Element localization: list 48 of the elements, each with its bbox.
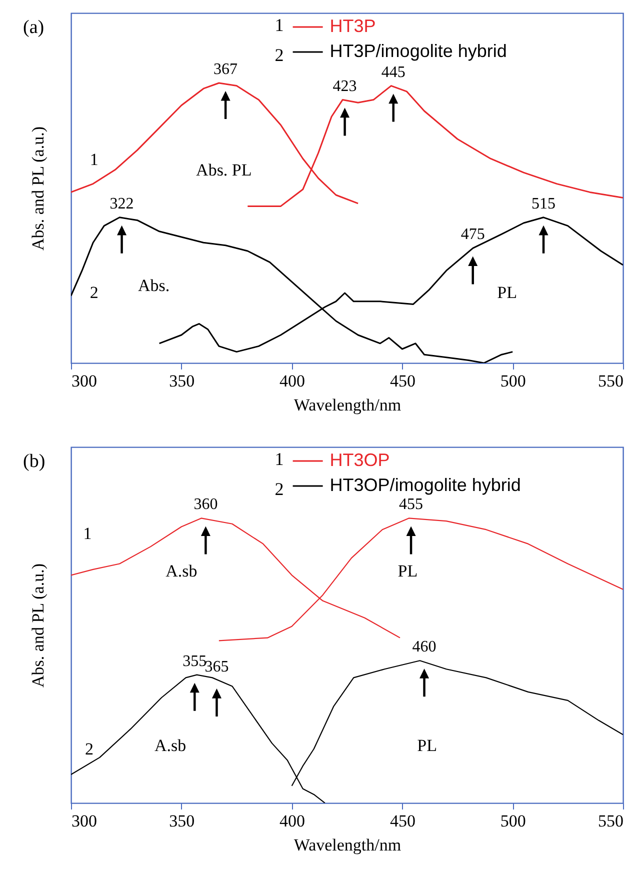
annotation: PL (497, 283, 517, 302)
legend-label: HT3OP (330, 450, 390, 470)
annotation: 2 (90, 283, 98, 302)
text: 1 (274, 15, 284, 35)
annotation: Abs. PL (196, 160, 252, 180)
x-axis-title: Wavelength/nm (294, 396, 402, 414)
y-axis-title: Abs. and PL (a.u.) (28, 126, 48, 251)
x-tick-label: 400 (280, 812, 306, 830)
annotation: 365 (204, 658, 229, 676)
chart-title: (b) (23, 451, 46, 472)
x-tick-label: 500 (500, 812, 526, 830)
annotation: 322 (110, 195, 134, 212)
annotation: 475 (460, 226, 485, 244)
x-tick-label: 500 (500, 372, 526, 390)
annotation: 455 (399, 496, 424, 514)
x-tick-label: 350 (169, 372, 195, 390)
legend-label: HT3P (330, 16, 376, 36)
annotation: A.sb (154, 736, 186, 756)
annotation: 355 (182, 652, 207, 670)
annotation: 460 (412, 638, 436, 656)
x-tick-label: 450 (390, 372, 416, 390)
text: 2 (274, 45, 284, 65)
annotation: PL (398, 562, 418, 581)
annotation: PL (417, 736, 437, 756)
x-tick-label: 350 (169, 812, 195, 830)
annotation: 1 (83, 524, 92, 544)
legend-label: HT3P/imogolite hybrid (330, 41, 507, 61)
annotation: A.sb (166, 562, 198, 581)
x-tick-label: 300 (72, 812, 97, 830)
x-tick-label: 550 (598, 372, 624, 390)
annotation: 445 (381, 64, 406, 81)
legend-label: HT3OP/imogolite hybrid (330, 475, 521, 495)
x-tick-label: 400 (280, 372, 306, 390)
x-tick-label: 300 (72, 372, 97, 390)
annotation: 423 (332, 78, 357, 95)
annotation: Abs. (138, 276, 170, 295)
text: 1 (274, 449, 284, 469)
annotation: 360 (194, 496, 218, 514)
x-tick-label: 450 (390, 812, 416, 830)
text: 2 (274, 479, 284, 499)
y-axis-title: Abs. and PL (a.u.) (28, 563, 48, 688)
annotation: 1 (90, 150, 98, 169)
annotation: 2 (84, 740, 94, 759)
annotation: 515 (532, 195, 556, 212)
x-tick-label: 550 (598, 812, 624, 830)
x-axis-title: Wavelength/nm (294, 836, 402, 854)
chart-title: (a) (23, 17, 44, 38)
annotation: 367 (214, 61, 238, 78)
